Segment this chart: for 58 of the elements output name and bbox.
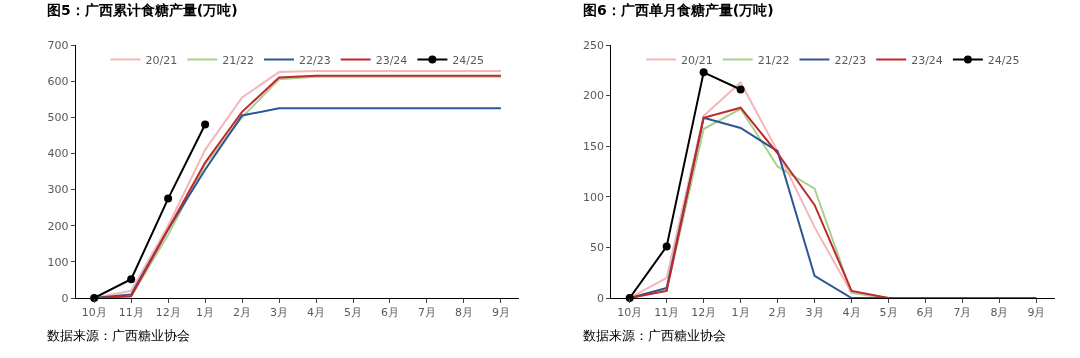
- y-tick-label: 0: [61, 291, 69, 305]
- legend-label: 22/23: [298, 53, 331, 67]
- x-tick-label: 7月: [953, 306, 972, 320]
- x-tick-label: 3月: [270, 306, 289, 320]
- x-tick-label: 5月: [344, 306, 363, 320]
- point: [164, 194, 173, 203]
- x-tick-label: 12月: [691, 306, 717, 320]
- x-tick-label: 3月: [805, 306, 824, 320]
- x-tick-label: 4月: [307, 306, 326, 320]
- y-tick-label: 200: [47, 219, 69, 233]
- x-tick-label: 6月: [916, 306, 935, 320]
- x-tick-label: 2月: [768, 306, 787, 320]
- point: [201, 120, 210, 129]
- x-tick-label: 8月: [990, 306, 1009, 320]
- legend-label: 24/25: [987, 53, 1020, 67]
- y-tick-label: 200: [583, 89, 604, 103]
- chart-title: 图6：广西单月食糖产量(万吨): [583, 2, 774, 18]
- y-tick-label: 100: [47, 255, 69, 269]
- x-tick-label: 5月: [879, 306, 898, 320]
- x-tick-label: 9月: [1027, 306, 1046, 320]
- y-tick-label: 500: [47, 111, 69, 125]
- x-tick-label: 10月: [81, 306, 107, 320]
- legend-label: 22/23: [834, 53, 867, 67]
- source-note: 数据来源：广西糖业协会: [47, 328, 190, 343]
- legend-label: 21/22: [222, 53, 254, 67]
- y-tick-label: 50: [590, 241, 604, 255]
- x-tick-label: 4月: [842, 306, 861, 320]
- y-tick-label: 600: [47, 74, 69, 88]
- y-tick-label: 300: [47, 183, 69, 197]
- legend-label: 24/25: [452, 53, 485, 67]
- point: [127, 275, 136, 284]
- chart-title: 图5：广西累计食糖产量(万吨): [47, 2, 238, 18]
- legend-label: 23/24: [911, 53, 943, 67]
- y-tick-label: 150: [583, 140, 604, 154]
- x-tick-label: 8月: [454, 306, 473, 320]
- legend-label: 20/21: [681, 53, 713, 67]
- legend-label: 21/22: [757, 53, 790, 67]
- x-tick-label: 7月: [417, 306, 436, 320]
- x-tick-label: 2月: [233, 306, 252, 320]
- point: [699, 68, 708, 77]
- y-tick-label: 250: [583, 38, 604, 52]
- y-tick-label: 100: [583, 190, 604, 204]
- x-tick-label: 11月: [654, 306, 680, 320]
- y-tick-label: 400: [47, 147, 69, 161]
- x-tick-label: 1月: [196, 306, 215, 320]
- x-tick-label: 10月: [617, 306, 643, 320]
- x-tick-label: 6月: [380, 306, 399, 320]
- legend-label: 23/24: [375, 53, 408, 67]
- point: [736, 85, 745, 94]
- x-tick-label: 12月: [155, 306, 181, 320]
- x-tick-label: 9月: [491, 306, 510, 320]
- x-tick-label: 1月: [731, 306, 750, 320]
- x-tick-label: 11月: [118, 306, 144, 320]
- y-tick-label: 700: [47, 38, 69, 52]
- legend-label: 20/21: [145, 53, 178, 67]
- point: [662, 242, 671, 251]
- source-note: 数据来源：广西糖业协会: [583, 328, 726, 343]
- y-tick-label: 0: [597, 291, 604, 305]
